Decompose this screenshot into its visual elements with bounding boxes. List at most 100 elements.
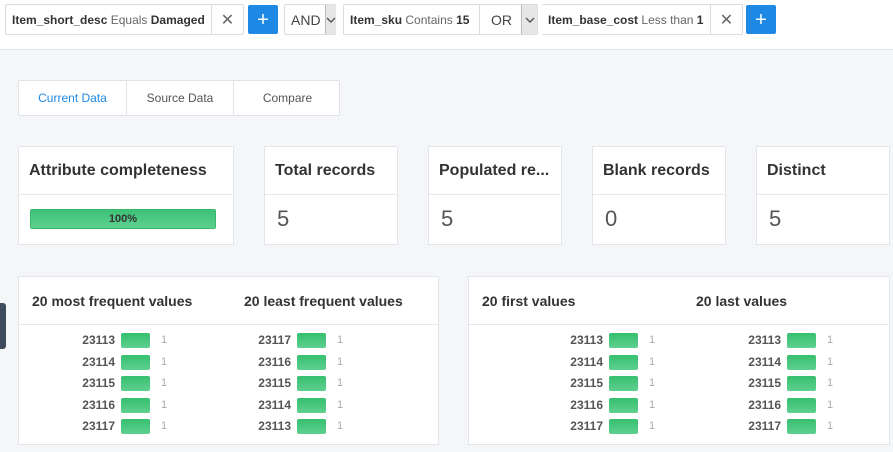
chevron-down-icon[interactable]: [324, 5, 336, 34]
filter-field: Item_sku: [350, 12, 403, 27]
frequency-bar: [121, 419, 150, 434]
value-label: 23114: [570, 354, 603, 369]
close-icon[interactable]: ✕: [211, 5, 243, 34]
panel-header: 20 first values 20 last values: [469, 277, 889, 325]
value-label: 23114: [258, 397, 291, 412]
frequency-count: 1: [649, 377, 656, 389]
filter-operator: Less than: [641, 12, 694, 27]
data-view-tabs: Current Data Source Data Compare: [18, 80, 340, 116]
frequency-count: 1: [827, 334, 834, 346]
list-item: 23113 1: [731, 331, 871, 353]
frequency-bar: [787, 397, 816, 413]
filter-chip-item-short-desc[interactable]: Item_short_desc Equals Damaged ✕: [5, 4, 244, 35]
progress-fill: [31, 210, 215, 228]
card-title: Populated re...: [429, 147, 561, 195]
frequency-count: 1: [827, 355, 834, 368]
list-item: 23117 1: [241, 331, 381, 353]
plus-icon: +: [755, 8, 767, 31]
list-item: 23114 1: [241, 396, 381, 418]
value-label: 23113: [258, 419, 291, 433]
value-label: 23114: [82, 354, 115, 369]
value-label: 23113: [82, 333, 115, 347]
frequency-panel-first-last: 20 first values 20 last values 23113 1 231…: [468, 276, 890, 445]
card-title: Total records: [265, 147, 397, 195]
value-label: 23115: [748, 376, 781, 390]
panel-header: 20 most frequent values 20 least frequen…: [19, 277, 438, 325]
list-item: 23116 1: [241, 353, 381, 375]
list-item: 23113 1: [553, 331, 693, 353]
filter-field: Item_short_desc: [12, 12, 108, 27]
chevron-down-icon[interactable]: [521, 5, 537, 34]
filter-text: Item_short_desc Equals Damaged: [6, 13, 211, 27]
value-label: 23117: [82, 419, 115, 433]
filter-field: Item_base_cost: [548, 12, 639, 27]
frequency-count: 1: [161, 420, 168, 432]
frequency-bar: [297, 376, 326, 391]
connector-select-or[interactable]: OR: [479, 4, 538, 35]
frequency-count: 1: [649, 355, 656, 368]
list-item: 23113 1: [241, 417, 381, 439]
frequency-bar: [609, 354, 638, 370]
list-item: 23117 1: [553, 417, 693, 439]
frequency-count: 1: [649, 420, 656, 432]
frequency-count: 1: [161, 334, 168, 346]
tab-current-data[interactable]: Current Data: [19, 81, 127, 115]
card-title: Blank records: [593, 147, 725, 195]
stat-value: 5: [769, 206, 782, 231]
value-list-last: 23113 1 23114 1 23115 1 23116 1 23117 1: [731, 331, 871, 439]
column-title: 20 most frequent values: [32, 293, 193, 309]
frequency-bar: [609, 333, 638, 348]
frequency-count: 1: [649, 334, 656, 346]
frequency-count: 1: [161, 355, 168, 368]
frequency-bar: [609, 419, 638, 434]
value-label: 23116: [748, 397, 781, 412]
close-icon[interactable]: ✕: [710, 5, 742, 34]
list-item: 23115 1: [731, 374, 871, 396]
frequency-bar: [297, 333, 326, 348]
tab-source-data[interactable]: Source Data: [127, 81, 234, 115]
value-label: 23117: [570, 419, 603, 433]
frequency-bar: [609, 376, 638, 391]
frequency-bar: [121, 354, 150, 370]
value-list-least-frequent: 23117 1 23116 1 23115 1 23114 1 23113 1: [241, 331, 381, 439]
frequency-count: 1: [161, 398, 168, 411]
add-filter-button[interactable]: +: [248, 5, 278, 34]
filter-text: Item_base_cost Less than 1: [542, 13, 709, 27]
frequency-bar: [121, 376, 150, 391]
frequency-bar: [121, 397, 150, 413]
column-title: 20 last values: [696, 293, 788, 309]
card-title: Distinct: [757, 147, 889, 195]
tab-compare[interactable]: Compare: [262, 91, 313, 105]
value-label: 23116: [570, 397, 603, 412]
frequency-count: 1: [337, 398, 344, 411]
stat-card-total-records: Total records 5: [264, 146, 398, 245]
list-item: 23114 1: [731, 353, 871, 375]
frequency-bar: [787, 419, 816, 434]
list-item: 23115 1: [553, 374, 693, 396]
filter-chip-item-base-cost[interactable]: Item_base_cost Less than 1 ✕: [542, 4, 743, 35]
frequency-bar: [609, 397, 638, 413]
frequency-count: 1: [827, 398, 834, 411]
value-label: 23116: [258, 354, 291, 369]
side-panel-handle[interactable]: [0, 303, 6, 349]
list-item: 23117 1: [731, 417, 871, 439]
value-label: 23117: [748, 419, 781, 433]
add-filter-button[interactable]: +: [746, 5, 776, 34]
connector-select-and[interactable]: AND: [284, 4, 336, 35]
value-label: 23117: [258, 333, 291, 347]
connector-label: OR: [491, 11, 512, 28]
list-item: 23113 1: [65, 331, 205, 353]
filter-value: 15: [456, 12, 470, 27]
list-item: 23114 1: [65, 353, 205, 375]
frequency-count: 1: [161, 377, 168, 389]
frequency-count: 1: [649, 398, 656, 411]
filter-operator: Contains: [405, 12, 453, 27]
stat-value: 0: [605, 206, 618, 231]
frequency-count: 1: [827, 377, 834, 389]
stat-value: 5: [277, 206, 290, 231]
list-item: 23117 1: [65, 417, 205, 439]
frequency-count: 1: [337, 420, 344, 432]
value-label: 23116: [82, 397, 115, 412]
list-item: 23115 1: [241, 374, 381, 396]
card-title: Attribute completeness: [19, 147, 233, 195]
